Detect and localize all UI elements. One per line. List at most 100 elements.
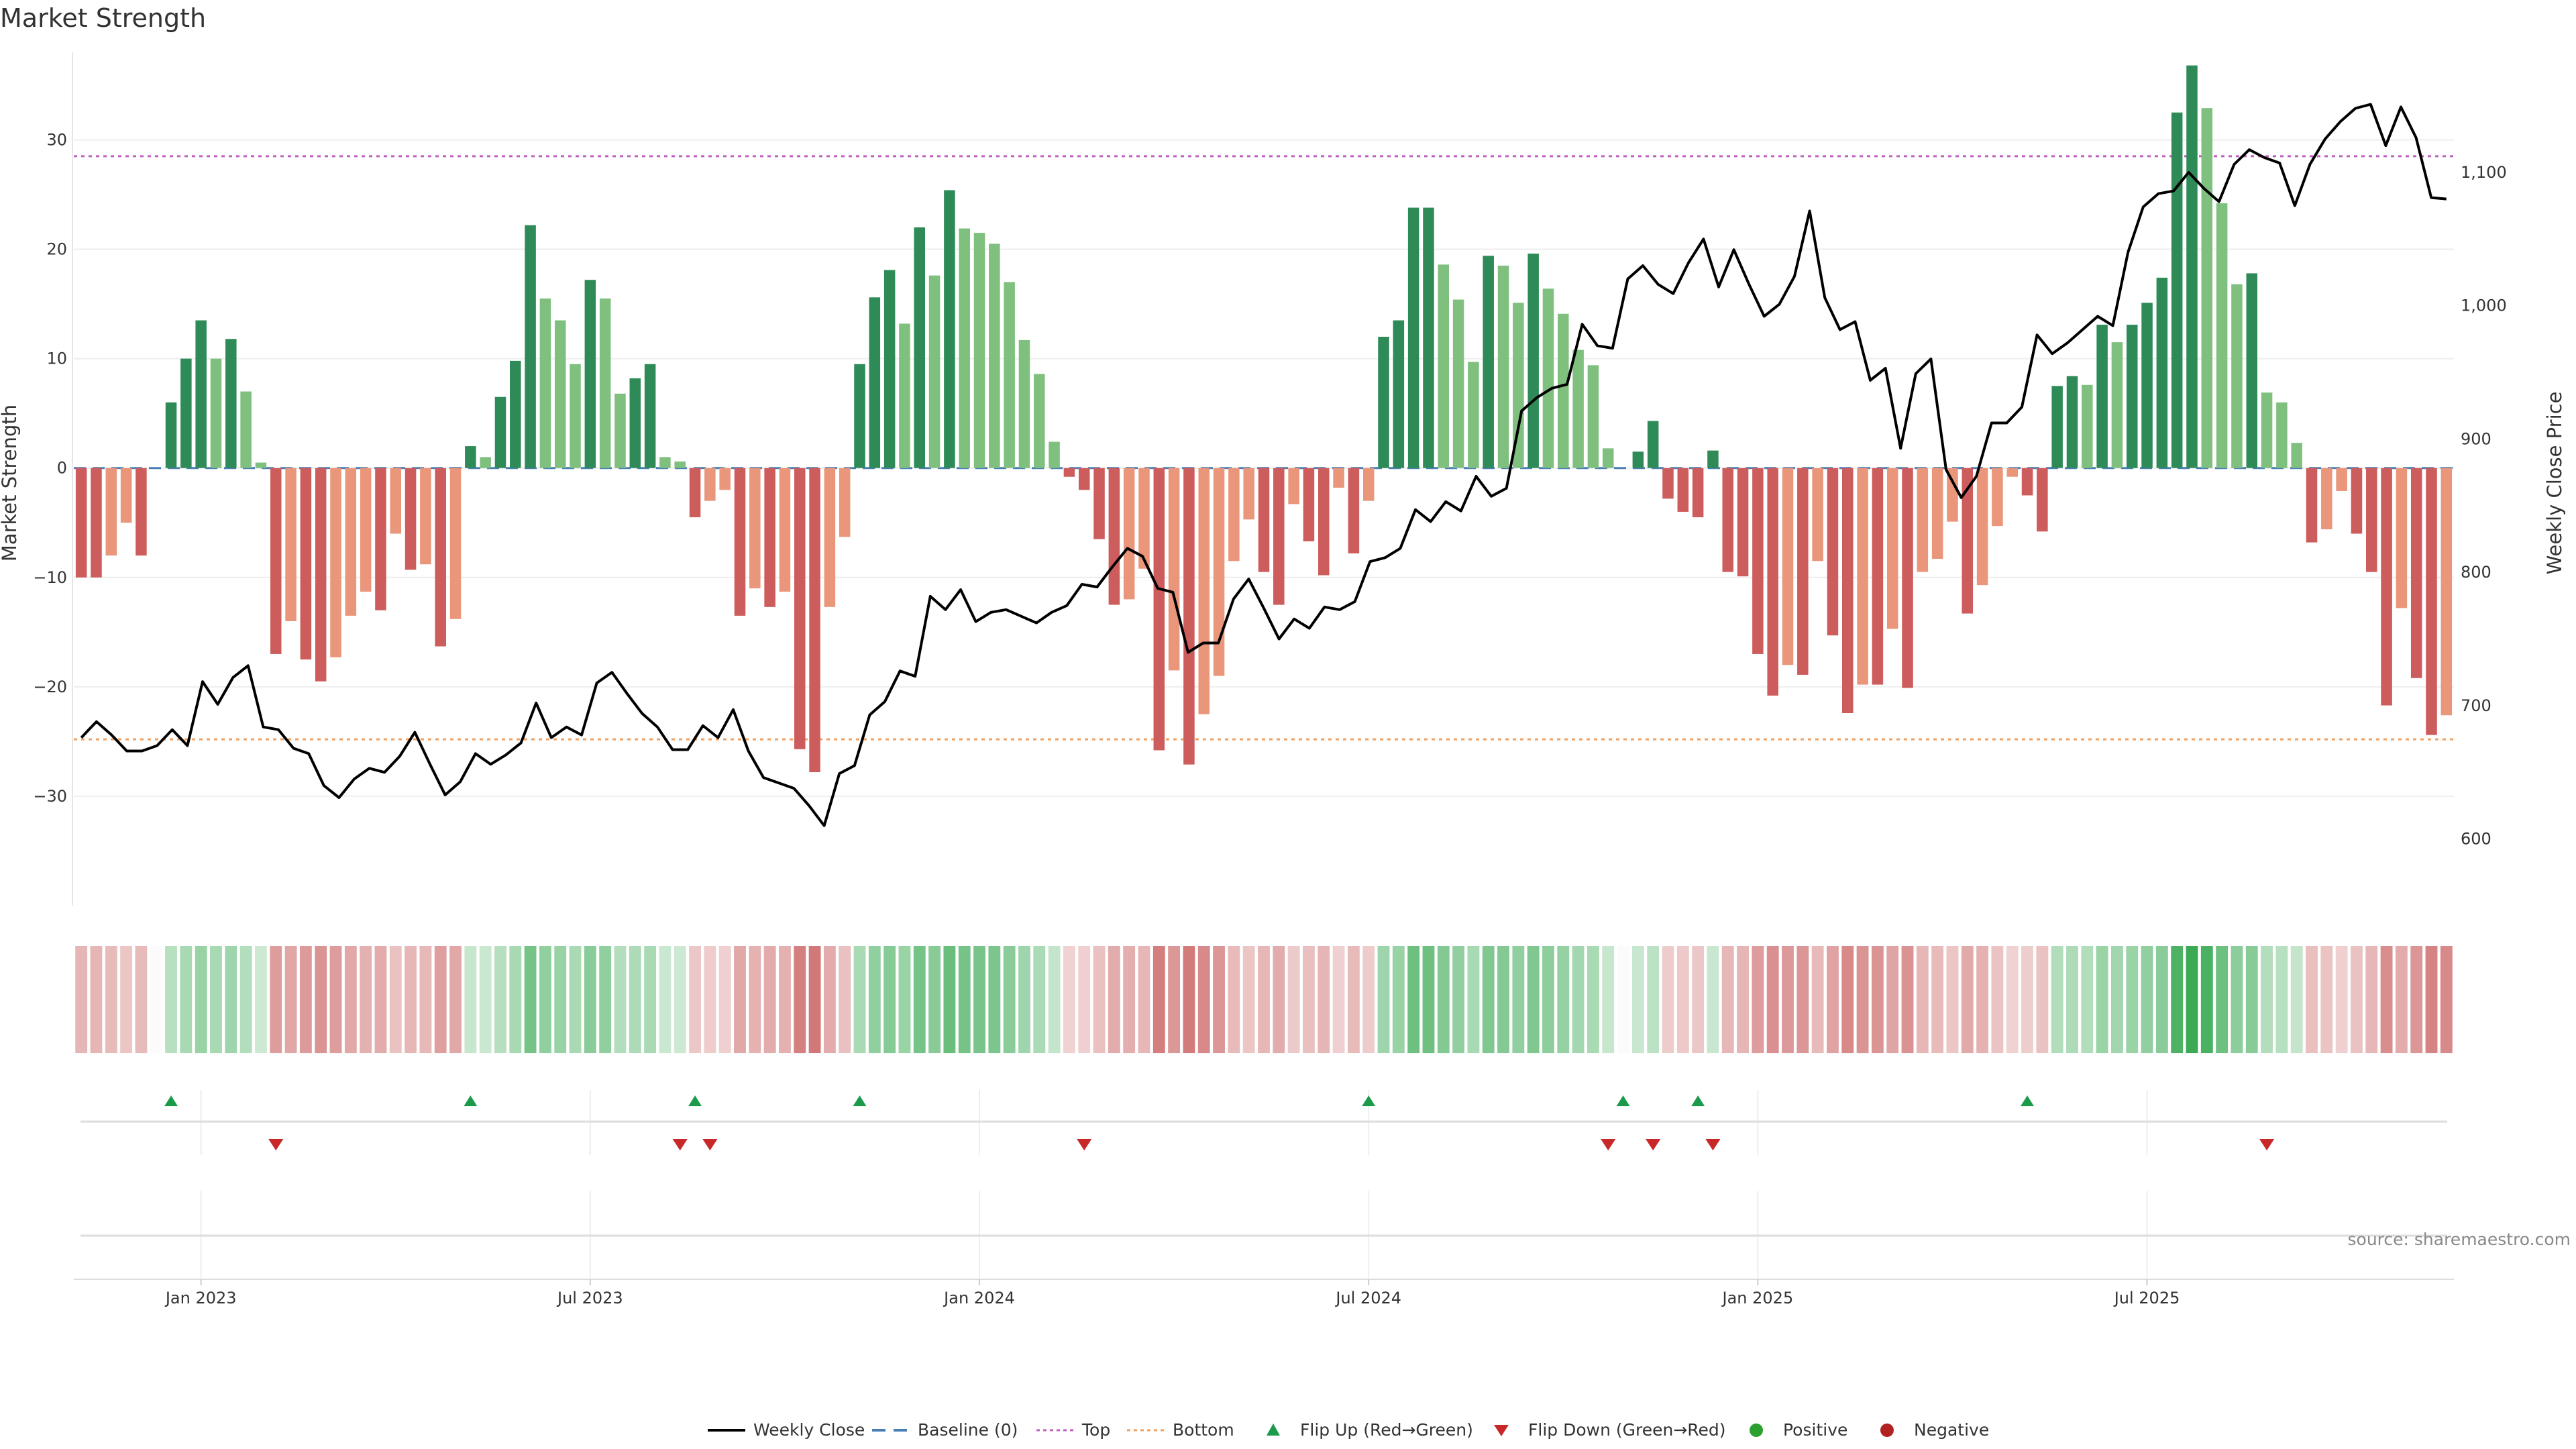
strip-cell: [539, 946, 551, 1053]
strength-bar: [345, 468, 357, 616]
strength-bar: [2231, 284, 2243, 468]
strength-bar: [1378, 337, 1389, 468]
strip-cell: [1631, 946, 1644, 1053]
strength-bar: [1468, 362, 1479, 468]
strength-bar: [1333, 468, 1344, 488]
strip-cell: [2231, 946, 2243, 1053]
strip-cell: [1422, 946, 1435, 1053]
weekly-close-line: [80, 103, 2447, 827]
strip-cell: [225, 946, 237, 1053]
strip-cell: [2440, 946, 2453, 1053]
strength-bar: [525, 225, 536, 468]
strength-bar: [1063, 468, 1075, 477]
strip-cell: [1467, 946, 1480, 1053]
strip-cell: [2380, 946, 2393, 1053]
strength-bar: [1767, 468, 1778, 696]
strength-bar: [2037, 468, 2048, 532]
strength-bar: [973, 233, 985, 468]
strength-bar: [1812, 468, 1823, 561]
strip-cell: [644, 946, 657, 1053]
strip-cell: [958, 946, 971, 1053]
strength-bar: [405, 468, 417, 570]
x-tick-label: Jul 2024: [1334, 1289, 1401, 1307]
strength-bar: [883, 270, 896, 468]
strip-cell: [150, 946, 162, 1053]
strip-cell: [2351, 946, 2363, 1053]
strength-bar: [1198, 468, 1210, 714]
strip-cell: [284, 946, 297, 1053]
strength-bar: [1483, 256, 1494, 468]
strip-cell: [2275, 946, 2288, 1053]
strength-bar: [899, 323, 910, 468]
y-left-tick-label: 30: [46, 130, 67, 149]
strip-cell: [749, 946, 761, 1053]
strip-cell: [1512, 946, 1525, 1053]
strip-cell: [689, 946, 701, 1053]
strength-bar: [1183, 468, 1195, 765]
signal-panel: [80, 1191, 2447, 1278]
x-tick-label: Jan 2023: [164, 1289, 237, 1307]
strip-cell: [1721, 946, 1734, 1053]
strength-bar: [2126, 325, 2138, 468]
strength-bar: [764, 468, 775, 607]
strength-bar: [1542, 288, 1554, 468]
strength-bar: [869, 297, 881, 468]
strength-bar: [1393, 320, 1405, 468]
strip-cell: [1273, 946, 1285, 1053]
strength-bar: [1423, 207, 1434, 468]
strip-cell: [1108, 946, 1120, 1053]
y-axis-left-label: Market Strength: [0, 405, 21, 561]
strip-cell: [255, 946, 267, 1053]
strength-bar: [2066, 376, 2078, 468]
strength-bar: [120, 468, 132, 523]
strip-cell: [1796, 946, 1809, 1053]
strip-cell: [2126, 946, 2139, 1053]
strip-cell: [1811, 946, 1824, 1053]
strip-cell: [165, 946, 177, 1053]
strip-cell: [584, 946, 596, 1053]
y-left-tick-label: −30: [33, 787, 67, 806]
strip-cell: [1827, 946, 1839, 1053]
strip-cell: [90, 946, 103, 1053]
strength-bar: [1737, 468, 1749, 577]
strip-cell: [808, 946, 821, 1053]
strip-cell: [629, 946, 641, 1053]
strength-bar: [1558, 313, 1569, 468]
strip-cell: [434, 946, 447, 1053]
legend-label: Negative: [1914, 1420, 1989, 1440]
strip-cell: [973, 946, 985, 1053]
legend-label: Bottom: [1173, 1420, 1234, 1440]
strength-bar: [839, 468, 851, 537]
flip-down-marker: [1601, 1139, 1616, 1150]
strength-bar: [1034, 374, 1045, 468]
strip-cell: [1318, 946, 1330, 1053]
strength-bar: [554, 320, 566, 468]
strip-cell: [1782, 946, 1794, 1053]
strip-cell: [1991, 946, 2004, 1053]
strength-bar: [599, 298, 611, 468]
source-note: source: sharemaestro.com: [2348, 1230, 2571, 1249]
strength-bar: [794, 468, 806, 749]
strip-cell: [1242, 946, 1255, 1053]
strip-cell: [1168, 946, 1181, 1053]
strength-bar: [1827, 468, 1839, 636]
strength-bar: [1228, 468, 1240, 561]
strength-bar: [315, 468, 327, 682]
strength-bar: [1992, 468, 2003, 527]
strip-cell: [779, 946, 791, 1053]
legend: Weekly Close Baseline (0) Top Bottom Flip Up…: [708, 1420, 1989, 1440]
strip-cell: [1676, 946, 1689, 1053]
strip-cell: [1063, 946, 1075, 1053]
strength-bar: [1842, 468, 1854, 713]
strip-cell: [1572, 946, 1585, 1053]
strength-bar: [2186, 65, 2198, 468]
y-right-tick-label: 1,100: [2461, 163, 2507, 182]
strip-cell: [1737, 946, 1749, 1053]
strip-cell: [1003, 946, 1016, 1053]
strength-bar: [91, 468, 102, 578]
strip-cell: [374, 946, 387, 1053]
strip-cell: [180, 946, 193, 1053]
strength-bars: [75, 65, 2453, 773]
strip-cell: [1901, 946, 1914, 1053]
strength-bar: [225, 339, 237, 468]
